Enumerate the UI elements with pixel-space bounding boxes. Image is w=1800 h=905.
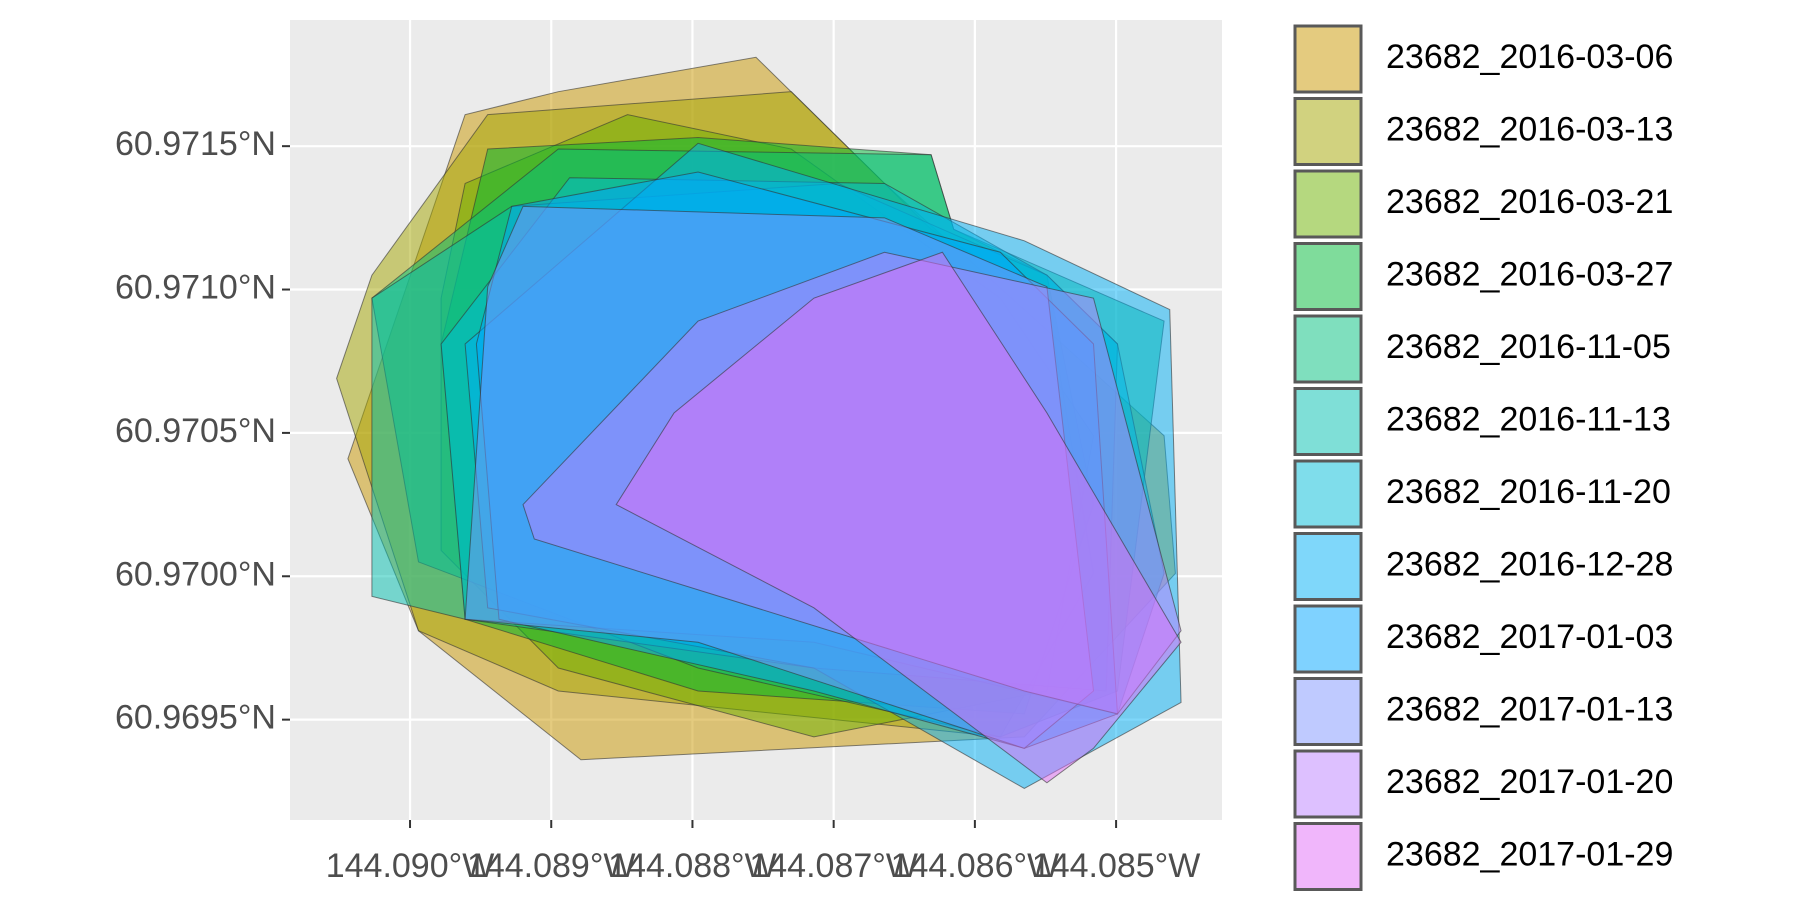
x-tick-label: 144.089°W xyxy=(467,847,636,885)
legend-key xyxy=(1293,822,1363,891)
legend-label: 23682_2016-03-06 xyxy=(1386,38,1673,76)
legend-label: 23682_2017-01-13 xyxy=(1386,690,1673,728)
x-tick-label: 144.088°W xyxy=(608,847,777,885)
legend-key xyxy=(1293,459,1363,529)
legend-label: 23682_2016-12-28 xyxy=(1386,545,1673,583)
x-tick-label: 144.090°W xyxy=(326,847,495,885)
legend-key xyxy=(1293,169,1363,239)
legend-key xyxy=(1293,97,1363,166)
y-tick-label: 60.9705°N xyxy=(115,412,276,450)
x-tick-label: 144.085°W xyxy=(1032,847,1201,885)
legend-label: 23682_2017-01-29 xyxy=(1386,835,1673,873)
legend-label: 23682_2016-11-13 xyxy=(1386,400,1671,438)
legend-key xyxy=(1293,532,1363,601)
legend-key xyxy=(1293,604,1363,674)
x-tick-label: 144.087°W xyxy=(749,847,918,885)
legend-label: 23682_2017-01-03 xyxy=(1386,618,1673,656)
legend-label: 23682_2016-11-05 xyxy=(1386,328,1671,366)
legend-key xyxy=(1293,314,1363,384)
legend-label: 23682_2017-01-20 xyxy=(1386,763,1673,801)
y-tick-label: 60.9715°N xyxy=(115,125,276,163)
legend-label: 23682_2016-03-13 xyxy=(1386,110,1673,148)
legend-key xyxy=(1293,387,1363,456)
y-tick-label: 60.9700°N xyxy=(115,555,276,593)
y-tick-label: 60.9710°N xyxy=(115,269,276,307)
legend-label: 23682_2016-03-21 xyxy=(1386,183,1673,221)
legend-key xyxy=(1293,24,1363,94)
legend-key xyxy=(1293,749,1363,819)
home-range-polygon xyxy=(615,251,1182,784)
legend-key xyxy=(1293,242,1363,311)
legend-key xyxy=(1293,677,1363,746)
y-tick-label: 60.9695°N xyxy=(115,699,276,737)
legend-label: 23682_2016-11-20 xyxy=(1386,473,1671,511)
x-tick-label: 144.086°W xyxy=(891,847,1060,885)
legend-label: 23682_2016-03-27 xyxy=(1386,255,1673,293)
